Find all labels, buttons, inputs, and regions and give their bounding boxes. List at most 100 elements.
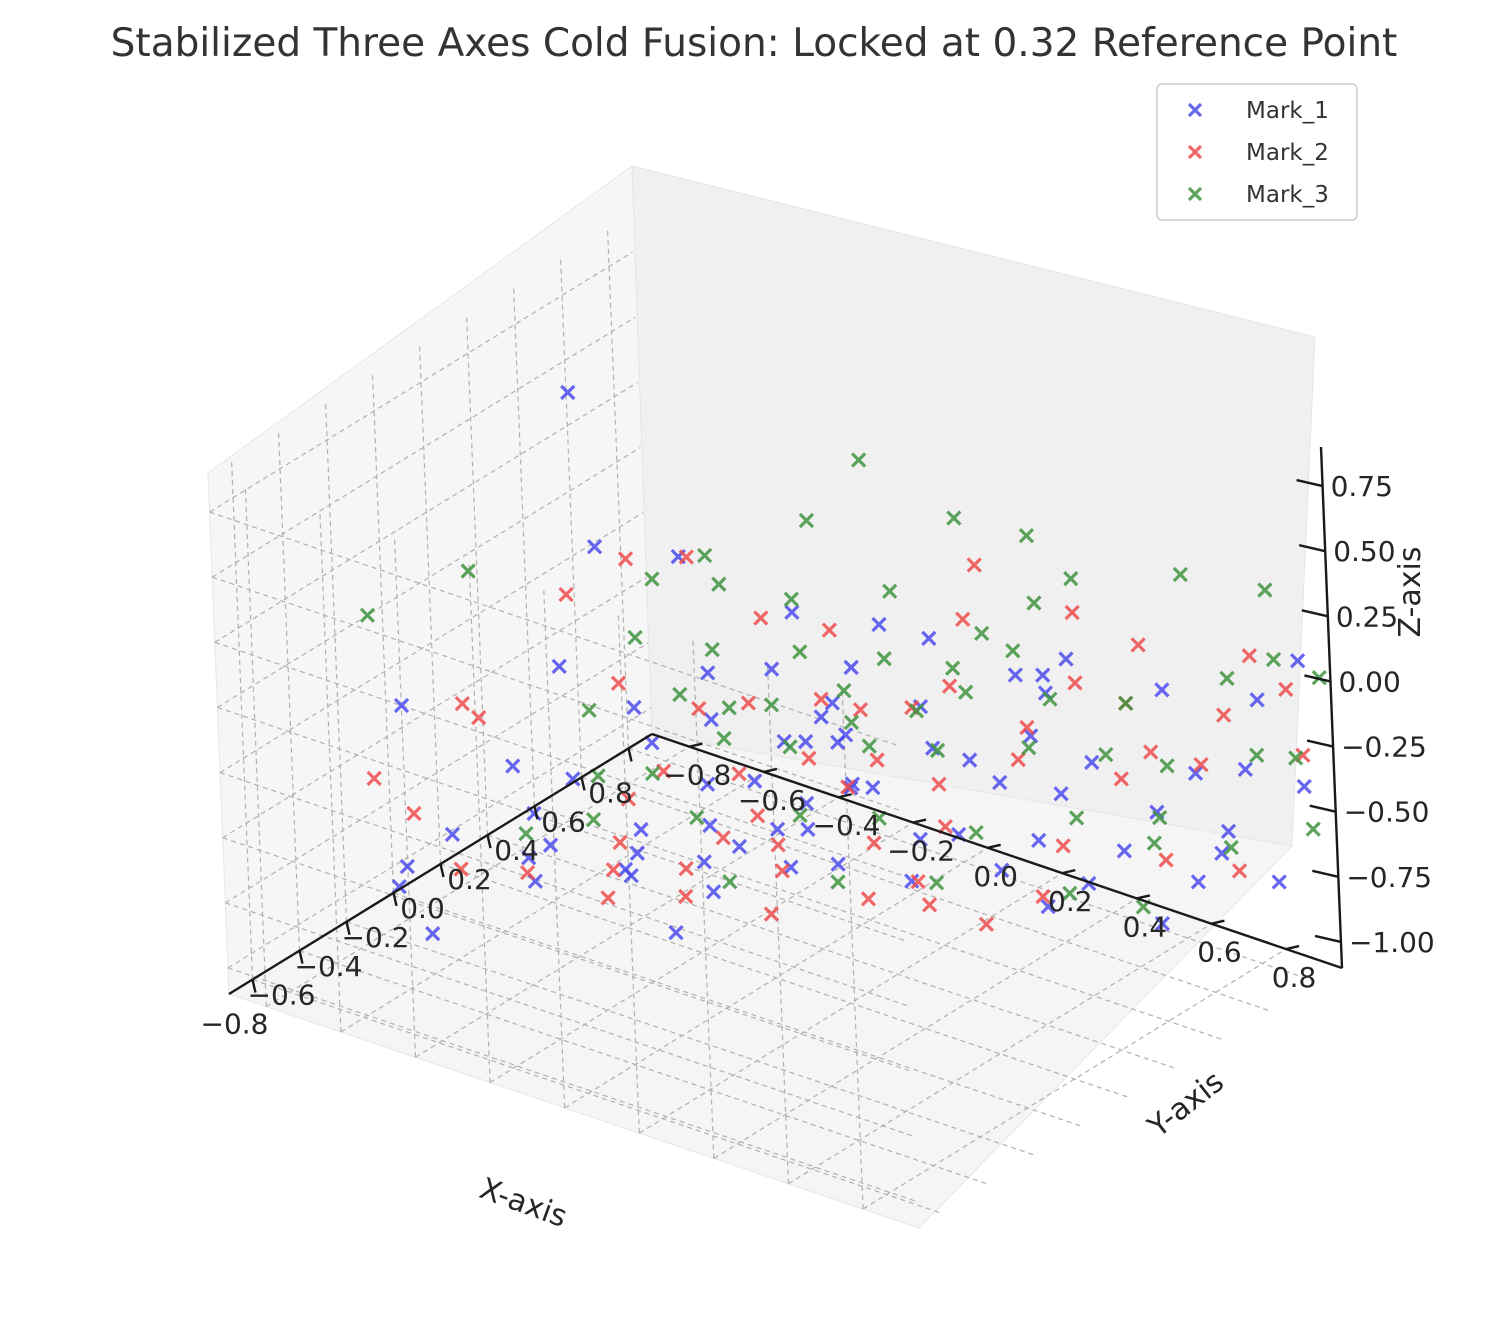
z-tick-label: −0.25: [1341, 731, 1427, 764]
y-axis-line: [651, 732, 1343, 970]
x-tick: [627, 748, 633, 762]
point-mark-2-32: [519, 865, 536, 881]
grid-line-y-wall: [393, 536, 417, 1058]
point-mark-3-8: [783, 591, 799, 607]
point-mark-3-2: [697, 547, 713, 564]
point-mark-3-59: [1152, 809, 1168, 826]
point-mark-1-13: [1035, 667, 1051, 683]
x-tick: [345, 921, 351, 936]
gridlines: [209, 227, 1319, 1215]
point-mark-1-34: [747, 773, 763, 789]
point-mark-1-30: [633, 821, 649, 838]
y-tick: [689, 742, 703, 748]
x-tick-label: −0.2: [342, 921, 410, 954]
point-mark-2-4: [678, 549, 694, 565]
point-mark-1-11: [921, 630, 937, 646]
grid-line-x-floor: [346, 921, 1037, 1157]
point-mark-1-57: [783, 859, 799, 875]
grid-line-x-wall: [559, 256, 583, 778]
y-tick-label: 0.8: [1272, 961, 1317, 994]
grid-line-x-wall: [512, 285, 536, 807]
point-mark-1-67: [1040, 899, 1056, 915]
grid-line-z-back: [219, 512, 644, 774]
point-mark-2-45: [910, 874, 926, 890]
point-mark-3-20: [763, 697, 780, 713]
y-tick: [1211, 919, 1225, 925]
y-tick-label: 0.4: [1123, 910, 1168, 943]
point-mark-1-2: [393, 697, 410, 714]
point-mark-3-43: [792, 807, 808, 824]
z-tick: [1314, 934, 1342, 944]
grid-line-y-floor: [713, 897, 1138, 1159]
point-mark-1-25: [962, 752, 978, 768]
legend-label: Mark_2: [1246, 140, 1329, 166]
point-mark-1-58: [830, 856, 846, 872]
point-mark-3-18: [581, 702, 597, 718]
point-mark-2-34: [715, 830, 731, 846]
point-mark-1-36: [865, 779, 881, 796]
y-tick: [763, 767, 778, 774]
y-tick: [838, 793, 852, 799]
grid-line-z-side: [227, 967, 919, 1203]
grid-line-x-wall: [465, 314, 489, 836]
point-mark-3-30: [644, 765, 661, 782]
point-mark-2-48: [678, 888, 694, 905]
y-tick: [1285, 944, 1300, 951]
x-tick: [251, 979, 257, 993]
z-tick: [1298, 544, 1326, 553]
point-mark-1-77: [798, 795, 815, 812]
legend-label: Mark_1: [1246, 98, 1329, 124]
x-tick: [439, 863, 445, 878]
grid-line-y-wall: [468, 561, 491, 1083]
x-tick-label: 0.2: [447, 863, 492, 896]
point-mark-2-27: [1010, 751, 1026, 768]
point-mark-1-41: [1296, 778, 1312, 795]
point-mark-2-13: [740, 695, 757, 711]
grid-line-y-wall: [244, 485, 267, 1007]
point-mark-2-24: [801, 750, 817, 766]
z-tick: [1312, 869, 1339, 878]
z-tick: [1306, 739, 1334, 748]
point-mark-3-27: [1265, 651, 1282, 668]
x-tick: [486, 834, 492, 849]
z-tick: [1304, 674, 1331, 683]
point-mark-3-17: [1005, 643, 1021, 659]
grid-line-x-wall: [418, 342, 442, 865]
point-mark-3-22: [908, 703, 925, 719]
point-mark-2-0: [366, 770, 382, 786]
point-mark-3-52: [928, 875, 945, 891]
point-mark-3-58: [627, 629, 643, 646]
point-mark-1-32: [702, 817, 718, 834]
grid-line-y-floor: [788, 923, 1212, 1185]
z-tick: [1296, 478, 1323, 488]
point-mark-3-51: [830, 874, 846, 890]
z-tick-label: 0.50: [1333, 535, 1395, 568]
point-mark-3-49: [1305, 821, 1321, 837]
point-mark-2-22: [655, 763, 672, 779]
point-mark-1-54: [521, 850, 537, 866]
point-mark-2-10: [1130, 637, 1146, 653]
point-mark-1-48: [912, 831, 928, 847]
point-mark-2-23: [731, 766, 747, 782]
point-mark-3-46: [1068, 810, 1085, 826]
grid-line-z-back: [217, 446, 641, 708]
point-mark-3-7: [711, 576, 727, 592]
grid-line-y-floor: [415, 796, 839, 1058]
point-mark-1-26: [1023, 728, 1039, 744]
point-mark-3-4: [946, 510, 962, 526]
z-tick: [1301, 609, 1329, 618]
point-mark-1-65: [705, 884, 722, 900]
x-tick-label: −0.8: [201, 1008, 269, 1041]
legend-marker: [1187, 102, 1203, 118]
point-mark-3-6: [644, 571, 660, 587]
y-tick-label: 0.2: [1048, 885, 1093, 918]
point-mark-1-73: [824, 695, 840, 711]
y-tick: [1062, 868, 1076, 875]
grid-line-z-back: [227, 707, 652, 969]
point-mark-1-29: [1237, 761, 1253, 777]
point-mark-1-16: [1249, 692, 1265, 708]
point-mark-3-35: [1021, 740, 1037, 756]
point-mark-2-11: [1241, 648, 1257, 664]
point-mark-1-43: [542, 837, 559, 853]
point-mark-3-11: [1172, 566, 1188, 583]
